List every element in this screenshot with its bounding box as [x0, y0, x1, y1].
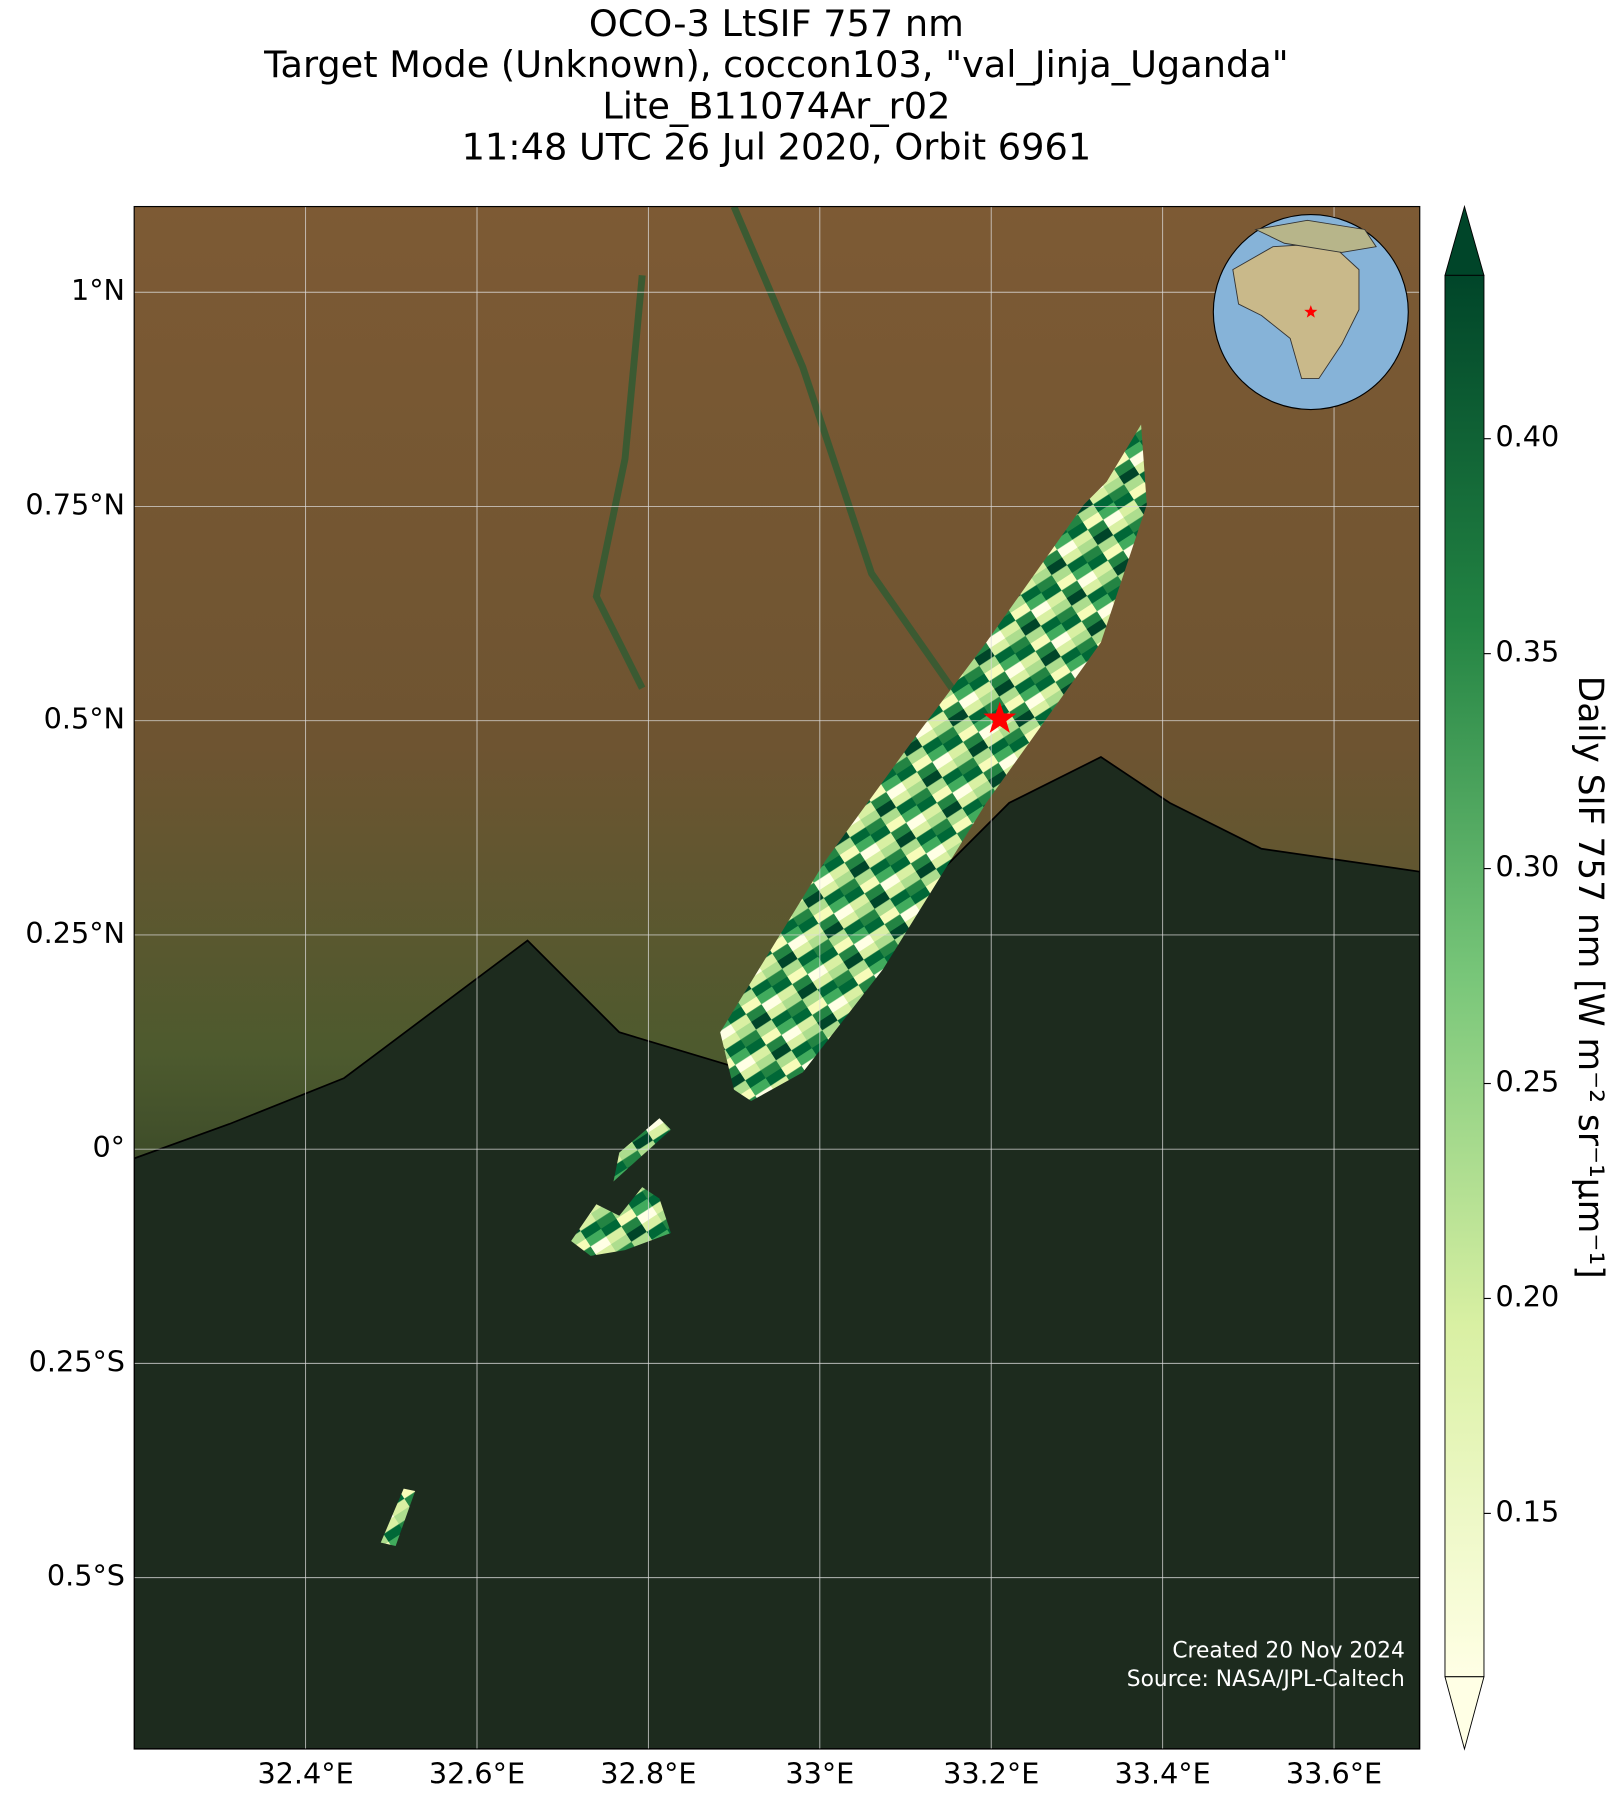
colorbar-extend-min	[1444, 1676, 1485, 1751]
sif-swath	[571, 1118, 671, 1256]
map-frame	[133, 205, 1421, 1750]
colorbar-tick-label: 0.15	[1495, 1494, 1559, 1528]
y-tick-label: 0.25°N	[25, 916, 125, 950]
y-tick-label: 0.75°N	[25, 487, 125, 521]
colorbar-ticks: 0.40 0.35 0.30 0.25 0.20 0.15	[1483, 420, 1559, 1528]
y-tick-label: 0.5°S	[47, 1559, 125, 1593]
x-tick-label: 33.2°E	[943, 1756, 1039, 1790]
x-tick-label: 32.4°E	[257, 1756, 353, 1790]
colorbar-tick-label: 0.30	[1495, 850, 1559, 884]
title-line: Lite_B11074Ar_r02	[602, 84, 950, 127]
y-tick-label: 0.5°N	[44, 702, 125, 736]
colorbar-body	[1444, 274, 1485, 1678]
y-tick-label: 0.25°S	[29, 1344, 125, 1378]
y-tick-label: 0°	[92, 1130, 125, 1164]
colorbar-extend-max	[1444, 204, 1485, 276]
title-line: 11:48 UTC 26 Jul 2020, Orbit 6961	[462, 126, 1092, 169]
gridlines	[134, 206, 1420, 1750]
footer-text: Source: NASA/JPL-Caltech	[1127, 1667, 1405, 1692]
colorbar	[1444, 204, 1485, 1751]
footer-text: Created 20 Nov 2024	[1172, 1639, 1404, 1664]
target-star	[983, 701, 1017, 733]
colorbar-tick-label: 0.20	[1495, 1279, 1559, 1313]
globe-star	[1304, 305, 1318, 318]
y-tick-label: 1°N	[71, 273, 125, 307]
map-area	[134, 206, 1420, 1750]
overlay: 32.4°E 32.6°E 32.8°E 33°E 33.2°E 33.4°E 33.6°E…	[25, 273, 1404, 1790]
x-tick-label: 32.8°E	[600, 1756, 696, 1790]
sif-swath	[720, 424, 1147, 1102]
river	[592, 206, 955, 691]
x-tick-label: 33.6°E	[1286, 1756, 1382, 1790]
x-tick-label: 33.4°E	[1115, 1756, 1211, 1790]
title-line: Target Mode (Unknown), coccon103, "val_J…	[263, 43, 1288, 86]
sif-swath	[380, 1488, 416, 1547]
colorbar-tick-label: 0.25	[1495, 1065, 1559, 1099]
x-tick-label: 33°E	[785, 1756, 854, 1790]
colorbar-tick-label: 0.40	[1495, 420, 1559, 454]
x-tick-label: 32.6°E	[429, 1756, 525, 1790]
title-line: OCO-3 LtSIF 757 nm	[589, 2, 964, 45]
europe	[1254, 219, 1377, 253]
colorbar-tick-label: 0.35	[1495, 635, 1559, 669]
colorbar-label: Daily SIF 757 nm [W m⁻² sr⁻¹μm⁻¹]	[1570, 676, 1610, 1279]
